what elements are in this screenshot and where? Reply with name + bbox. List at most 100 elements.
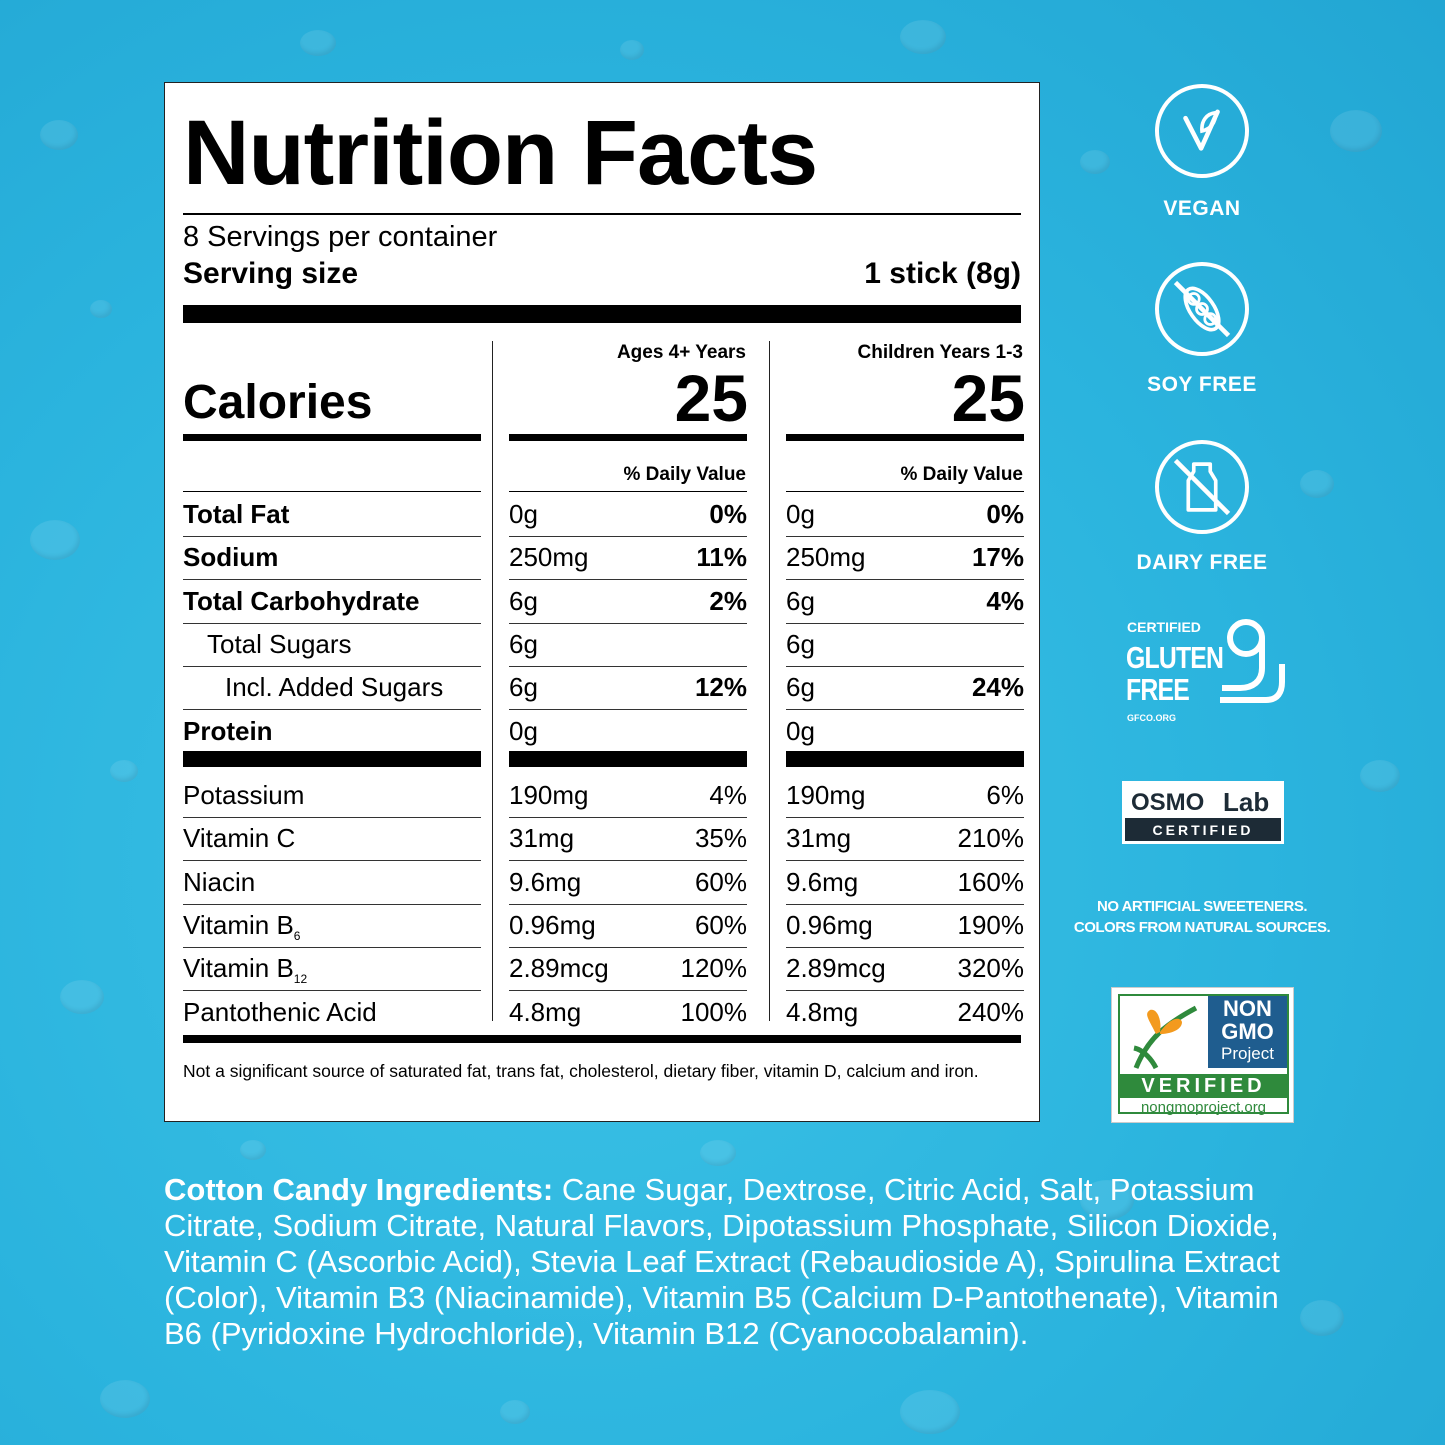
nutrient-label: Total Carbohydrate xyxy=(183,585,420,616)
col1-amount: 190mg xyxy=(509,780,589,810)
col2-daily-value: 4% xyxy=(986,585,1024,616)
row-rule xyxy=(786,903,1024,905)
vitamin-name: Vitamin B xyxy=(183,909,294,940)
row-rule xyxy=(786,622,1024,624)
row-rule xyxy=(183,817,481,818)
nongmo-non-text: NON xyxy=(1223,996,1272,1021)
col1-daily-value: 120% xyxy=(680,953,748,984)
col1-amount: 6g xyxy=(509,585,538,616)
col2-daily-value: 17% xyxy=(971,542,1024,573)
gfco-url: GFCO.ORG xyxy=(1127,713,1176,723)
daily-value-header: % Daily Value xyxy=(623,464,746,485)
col2-amount: 0.96mg xyxy=(786,909,873,940)
vegan-label: VEGAN xyxy=(1163,197,1241,220)
row-rule xyxy=(183,665,481,667)
row-rule xyxy=(509,665,747,667)
footnote: Not a significant source of saturated fa… xyxy=(183,1061,979,1081)
thick-divider xyxy=(183,305,1021,323)
col2-amount: 0g xyxy=(786,715,815,746)
osmolab-certified-logo: OSMO Lab CERTIFIED xyxy=(1122,781,1284,844)
col2-amount: 6g xyxy=(786,628,815,659)
vitamin-label: Niacin xyxy=(183,869,255,895)
col2-amount: 2.89mcg xyxy=(786,953,886,984)
col1-amount: 9.6mg xyxy=(509,866,582,897)
col2-daily-value: 210% xyxy=(957,823,1025,854)
col2-calories: 25 xyxy=(951,361,1025,435)
col2-amount: 6g xyxy=(786,585,815,616)
soy-free-label: SOY FREE xyxy=(1147,373,1257,396)
row-rule xyxy=(183,860,481,862)
nutrient-label: Total Sugars xyxy=(207,628,352,659)
nutrient-label: Protein xyxy=(183,715,273,746)
col2-daily-value: 320% xyxy=(957,953,1025,984)
gluten-certified-text: CERTIFIED xyxy=(1127,619,1201,635)
nongmo-project-text: Project xyxy=(1221,1044,1274,1063)
vitamin-subscript: 12 xyxy=(293,972,308,987)
vitamin-label: Potassium xyxy=(183,782,304,808)
row-rule xyxy=(786,946,1024,948)
nutrition-facts-panel: Nutrition Facts 8 Servings per container… xyxy=(164,82,1040,1122)
row-rule xyxy=(786,579,1024,581)
ingredients-text: Cotton Candy Ingredients: Cane Sugar, De… xyxy=(164,1172,1294,1352)
row-rule xyxy=(183,622,481,624)
row-rule xyxy=(183,536,481,537)
col1-amount: 0g xyxy=(509,715,538,746)
osmo-text: OSMO xyxy=(1131,789,1205,816)
col1-calories: 25 xyxy=(674,361,748,435)
col2-daily-value: 190% xyxy=(957,909,1025,940)
col1-daily-value: 12% xyxy=(694,672,747,703)
no-artificial-text-1: NO ARTIFICIAL SWEETENERS. xyxy=(1096,898,1308,915)
col1-amount: 0g xyxy=(509,499,538,529)
col2-amount: 9.6mg xyxy=(786,866,859,897)
col2-daily-value: 160% xyxy=(957,866,1025,897)
col1-daily-value: 4% xyxy=(709,780,747,810)
dairy-free-icon xyxy=(1155,440,1249,534)
vitamin-name: Vitamin C xyxy=(183,823,296,854)
calories-label: Calories xyxy=(183,376,373,429)
row-rule xyxy=(509,491,747,492)
col2-amount: 31mg xyxy=(786,823,852,854)
col1-daily-value: 35% xyxy=(694,823,747,854)
col1-amount: 4.8mg xyxy=(509,996,582,1027)
serving-size-label: Serving size xyxy=(183,257,359,290)
thick-divider xyxy=(183,1035,1021,1043)
lab-text: Lab xyxy=(1223,787,1270,817)
nutrient-label: Incl. Added Sugars xyxy=(225,672,444,703)
col1-daily-value: 100% xyxy=(680,996,748,1027)
col2-daily-value: 24% xyxy=(971,672,1024,703)
vitamin-label: Vitamin B6 xyxy=(183,912,300,942)
thick-divider xyxy=(786,751,1024,767)
col1-amount: 31mg xyxy=(509,823,575,854)
vitamin-subscript: 6 xyxy=(293,929,301,944)
gfco-g-icon xyxy=(1220,619,1285,703)
row-rule xyxy=(509,903,747,905)
nongmo-verified-text: VERIFIED xyxy=(1141,1075,1266,1097)
servings-per-container: 8 Servings per container xyxy=(183,221,498,253)
soy-free-icon xyxy=(1155,262,1249,356)
row-rule xyxy=(786,536,1024,537)
thick-divider xyxy=(183,751,481,767)
vitamin-name: Vitamin B xyxy=(183,953,294,984)
calories-rule xyxy=(183,434,481,441)
row-rule xyxy=(509,946,747,948)
vitamin-name: Potassium xyxy=(183,780,305,810)
col1-daily-value: 60% xyxy=(694,909,747,940)
row-rule xyxy=(786,817,1024,818)
row-rule xyxy=(786,860,1024,862)
osmolab-certified-text: CERTIFIED xyxy=(1152,822,1254,838)
col2-amount: 250mg xyxy=(786,542,866,573)
ingredients-list: Cane Sugar, Dextrose, Citric Acid, Salt,… xyxy=(164,1172,1280,1351)
free-text: FREE xyxy=(1126,672,1190,707)
ingredients-label: Cotton Candy Ingredients: xyxy=(164,1172,554,1207)
divider xyxy=(183,213,1021,215)
col2-daily-value: 6% xyxy=(986,780,1024,810)
col2-daily-value: 240% xyxy=(957,996,1025,1027)
col2-amount: 6g xyxy=(786,672,815,703)
serving-size-value: 1 stick (8g) xyxy=(864,257,1021,290)
col1-amount: 0.96mg xyxy=(509,909,596,940)
col2-daily-value: 0% xyxy=(986,499,1024,529)
calories-rule xyxy=(509,434,747,441)
row-rule xyxy=(183,709,481,711)
non-gmo-project-logo: NON GMO Project VERIFIED nongmoproject.o… xyxy=(1111,987,1294,1123)
col2-header: Children Years 1-3 xyxy=(857,342,1023,363)
